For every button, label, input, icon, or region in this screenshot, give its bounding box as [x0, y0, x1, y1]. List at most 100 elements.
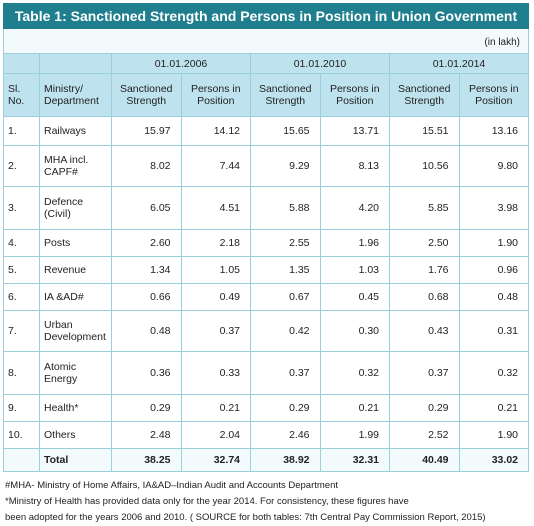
value-cell: 0.29 — [389, 394, 460, 422]
value-cell: 0.29 — [111, 394, 182, 422]
ministry-cell: MHA incl. CAPF# — [39, 145, 112, 187]
footnote: #MHA- Ministry of Home Affairs, IA&AD–In… — [5, 480, 339, 491]
value-cell: 2.52 — [389, 421, 460, 449]
header-cell — [39, 53, 112, 74]
value-cell: 0.32 — [458, 351, 529, 395]
table-figure: Table 1: Sanctioned Strength and Persons… — [3, 3, 529, 526]
value-cell: 0.37 — [389, 351, 460, 395]
value-cell: 0.49 — [180, 283, 251, 311]
value-cell: 6.05 — [111, 186, 182, 230]
serial-cell: 4. — [3, 229, 40, 257]
value-cell: 0.48 — [458, 283, 529, 311]
serial-cell: 9. — [3, 394, 40, 422]
value-cell: 2.60 — [111, 229, 182, 257]
data-table: 01.01.2006 01.01.2010 01.01.2014 Sl. No. Min… — [3, 53, 529, 472]
column-header: Persons in Position — [180, 73, 251, 117]
value-cell: 1.05 — [180, 256, 251, 284]
value-cell: 13.71 — [319, 116, 390, 146]
ministry-cell: Others — [39, 421, 112, 449]
value-cell: 0.45 — [319, 283, 390, 311]
footnote: been adopted for the years 2006 and 2010… — [5, 512, 486, 523]
value-cell: 4.20 — [319, 186, 390, 230]
total-value: 40.49 — [389, 448, 460, 472]
value-cell: 1.34 — [111, 256, 182, 284]
footnote: *Ministry of Health has provided data on… — [5, 496, 409, 507]
value-cell: 7.44 — [180, 145, 251, 187]
value-cell: 1.99 — [319, 421, 390, 449]
value-cell: 0.32 — [319, 351, 390, 395]
value-cell: 8.13 — [319, 145, 390, 187]
value-cell: 0.43 — [389, 310, 460, 352]
total-value: 32.31 — [319, 448, 390, 472]
total-value: 33.02 — [458, 448, 529, 472]
date-header-row: 01.01.2006 01.01.2010 01.01.2014 — [3, 53, 529, 74]
serial-cell: 5. — [3, 256, 40, 284]
data-row: 3. Defence (Civil) 6.05 4.51 5.88 4.20 5.85 3.9… — [3, 186, 529, 230]
value-cell: 0.37 — [180, 310, 251, 352]
header-cell — [3, 53, 40, 74]
data-row: 2. MHA incl. CAPF# 8.02 7.44 9.29 8.13 10.56 9.… — [3, 145, 529, 187]
value-cell: 0.21 — [458, 394, 529, 422]
value-cell: 0.68 — [389, 283, 460, 311]
value-cell: 5.88 — [250, 186, 321, 230]
data-row: 5. Revenue 1.34 1.05 1.35 1.03 1.76 0.96 — [3, 256, 529, 284]
serial-cell: 3. — [3, 186, 40, 230]
column-header: Sanctioned Strength — [389, 73, 460, 117]
ministry-cell: IA &AD# — [39, 283, 112, 311]
value-cell: 15.51 — [389, 116, 460, 146]
value-cell: 15.97 — [111, 116, 182, 146]
value-cell: 1.90 — [458, 229, 529, 257]
value-cell: 0.66 — [111, 283, 182, 311]
total-label: Total — [39, 448, 112, 472]
serial-cell: 10. — [3, 421, 40, 449]
value-cell: 2.50 — [389, 229, 460, 257]
value-cell: 0.36 — [111, 351, 182, 395]
value-cell: 5.85 — [389, 186, 460, 230]
date-header: 01.01.2010 — [250, 53, 390, 74]
total-value: 38.92 — [250, 448, 321, 472]
data-row: 6. IA &AD# 0.66 0.49 0.67 0.45 0.68 0.48 — [3, 283, 529, 311]
value-cell: 0.21 — [180, 394, 251, 422]
value-cell: 4.51 — [180, 186, 251, 230]
value-cell: 3.98 — [458, 186, 529, 230]
ministry-cell: Atomic Energy — [39, 351, 112, 395]
value-cell: 1.03 — [319, 256, 390, 284]
value-cell: 10.56 — [389, 145, 460, 187]
serial-cell: 1. — [3, 116, 40, 146]
date-header: 01.01.2006 — [111, 53, 251, 74]
total-row: Total 38.25 32.74 38.92 32.31 40.49 33.02 — [3, 448, 529, 472]
value-cell: 9.29 — [250, 145, 321, 187]
value-cell: 2.55 — [250, 229, 321, 257]
serial-cell: 8. — [3, 351, 40, 395]
value-cell: 15.65 — [250, 116, 321, 146]
date-header: 01.01.2014 — [389, 53, 529, 74]
column-header-row: Sl. No. Ministry/ Department Sanctioned St… — [3, 73, 529, 117]
data-row: 4. Posts 2.60 2.18 2.55 1.96 2.50 1.90 — [3, 229, 529, 257]
value-cell: 1.76 — [389, 256, 460, 284]
column-header: Persons in Position — [319, 73, 390, 117]
column-header: Sanctioned Strength — [111, 73, 182, 117]
ministry-cell: Posts — [39, 229, 112, 257]
table-title: Table 1: Sanctioned Strength and Persons… — [3, 3, 529, 29]
data-row: 7. Urban Development 0.48 0.37 0.42 0.30 0.43 0… — [3, 310, 529, 352]
value-cell: 1.35 — [250, 256, 321, 284]
data-row: 10. Others 2.48 2.04 2.46 1.99 2.52 1.90 — [3, 421, 529, 449]
value-cell: 13.16 — [458, 116, 529, 146]
value-cell: 8.02 — [111, 145, 182, 187]
column-header: Persons in Position — [458, 73, 529, 117]
value-cell: 14.12 — [180, 116, 251, 146]
ministry-cell: Defence (Civil) — [39, 186, 112, 230]
value-cell: 0.31 — [458, 310, 529, 352]
value-cell: 0.48 — [111, 310, 182, 352]
data-row: 9. Health* 0.29 0.21 0.29 0.21 0.29 0.21 — [3, 394, 529, 422]
total-cell — [3, 448, 40, 472]
value-cell: 2.04 — [180, 421, 251, 449]
serial-cell: 6. — [3, 283, 40, 311]
value-cell: 0.42 — [250, 310, 321, 352]
column-header: Sanctioned Strength — [250, 73, 321, 117]
value-cell: 2.48 — [111, 421, 182, 449]
ministry-cell: Health* — [39, 394, 112, 422]
page: Table 1: Sanctioned Strength and Persons… — [3, 3, 529, 523]
value-cell: 1.90 — [458, 421, 529, 449]
data-row: 8. Atomic Energy 0.36 0.33 0.37 0.32 0.37 0.32 — [3, 351, 529, 395]
